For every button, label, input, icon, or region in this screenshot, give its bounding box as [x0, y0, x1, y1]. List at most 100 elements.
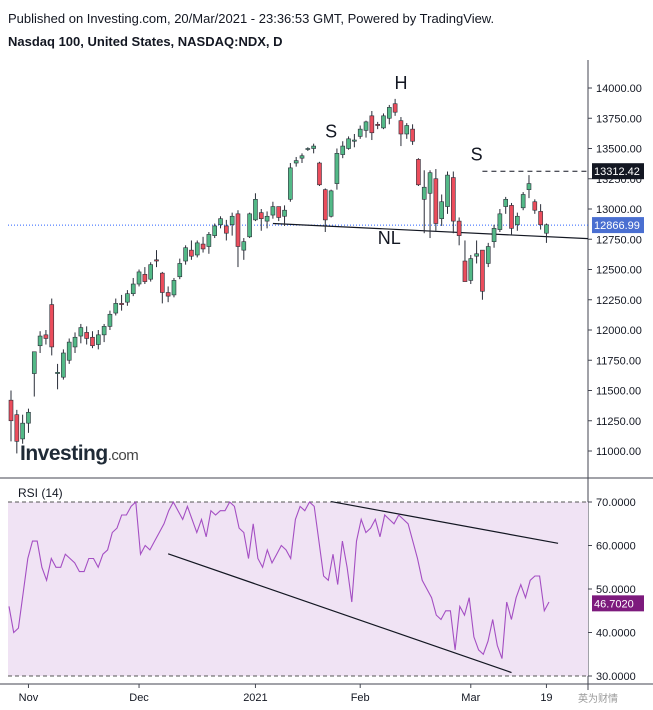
- candle-body-up: [340, 145, 346, 155]
- candle-body-up: [357, 128, 363, 137]
- rsi-series[interactable]: [8, 500, 550, 659]
- candle-body-up: [96, 334, 101, 345]
- pattern-annotations: S H S NL: [325, 73, 483, 248]
- candle-body-up: [515, 215, 520, 226]
- last-price-label-bg: [592, 217, 644, 234]
- candle: [410, 124, 415, 145]
- candle: [509, 202, 514, 235]
- candle-body-up: [148, 264, 153, 280]
- candle-body-down: [200, 243, 206, 250]
- candle: [451, 171, 456, 234]
- candle-body-up: [526, 183, 532, 190]
- price-tick-label: 13000.00: [596, 204, 642, 216]
- candle-body-down: [538, 211, 543, 226]
- logo-brand: Investing: [20, 442, 108, 465]
- candle-body-down: [532, 201, 538, 211]
- candle-body-up: [78, 327, 84, 337]
- rsi-band: [8, 501, 588, 677]
- candle: [136, 269, 142, 287]
- candle-body-up: [520, 194, 526, 209]
- candle: [282, 205, 287, 226]
- candle: [49, 298, 55, 356]
- candle: [346, 136, 351, 150]
- price-tick-label: 11000.00: [596, 446, 641, 458]
- price-candles[interactable]: [8, 98, 549, 454]
- candle: [456, 217, 462, 246]
- rsi-last-label: 46.7020: [592, 595, 644, 612]
- candle: [398, 117, 404, 147]
- candle: [90, 331, 95, 349]
- candle-body-up: [288, 167, 293, 200]
- candle: [43, 330, 49, 345]
- candle: [352, 133, 357, 148]
- candle: [439, 194, 444, 226]
- candle: [96, 330, 101, 350]
- candle: [334, 148, 340, 190]
- candle-body-down: [410, 128, 415, 142]
- candle: [515, 212, 520, 231]
- candle: [130, 277, 136, 297]
- candle-body-up: [241, 241, 247, 251]
- candle: [392, 98, 398, 116]
- candle: [485, 242, 491, 268]
- candle-body-down: [416, 159, 421, 186]
- pattern-label: S: [471, 145, 483, 165]
- candle-body-up: [61, 352, 66, 378]
- candle: [381, 113, 386, 130]
- candle-body-down: [8, 399, 14, 422]
- rsi-tick-label: 40.0000: [596, 628, 636, 640]
- candle-body-down: [165, 292, 171, 297]
- pattern-label: H: [394, 73, 407, 93]
- candle: [224, 219, 229, 241]
- candle: [20, 414, 25, 444]
- candle: [119, 294, 124, 311]
- rsi-last-label-bg: [592, 595, 644, 612]
- candle: [369, 110, 375, 141]
- rsi-trendline-2: [167, 553, 512, 674]
- candle-body-up: [328, 190, 334, 217]
- candle: [61, 349, 66, 380]
- candle: [258, 209, 264, 231]
- candle: [491, 224, 497, 248]
- candle-body-up: [125, 293, 130, 303]
- candle: [264, 211, 270, 229]
- candle: [113, 298, 119, 316]
- candle: [14, 409, 20, 454]
- candle-body-up: [247, 213, 252, 238]
- candle-body-up: [346, 138, 351, 149]
- price-tick-label: 12000.00: [596, 325, 642, 337]
- candle-body-up: [474, 253, 479, 257]
- price-tick-label: 12250.00: [596, 295, 642, 307]
- candle-body-up: [101, 326, 107, 336]
- candle-body-up: [136, 271, 142, 285]
- price-tick-label: 14000.00: [596, 83, 642, 95]
- rsi-tick-label: 60.0000: [596, 541, 636, 553]
- candle: [154, 250, 159, 268]
- candle: [200, 236, 206, 253]
- candle: [317, 161, 322, 187]
- candle: [293, 156, 299, 167]
- time-tick-label: Feb: [351, 692, 370, 704]
- candle-body-down: [90, 336, 95, 347]
- candle-body-up: [171, 280, 177, 296]
- candle: [72, 332, 78, 353]
- candle-body-up: [363, 121, 369, 131]
- candle-body-up: [130, 283, 136, 294]
- candle-body-up: [352, 139, 357, 142]
- candle: [229, 212, 235, 236]
- candle: [31, 351, 37, 397]
- price-tick-label: 11500.00: [596, 386, 641, 398]
- candle: [503, 196, 509, 214]
- investing-logo[interactable]: Investing.com: [20, 442, 139, 466]
- candle: [433, 169, 439, 231]
- candle: [474, 240, 479, 264]
- candle: [253, 193, 258, 222]
- candle: [206, 231, 212, 254]
- candle-body-down: [433, 178, 439, 224]
- candle-body-up: [386, 107, 392, 119]
- candle-body-up: [427, 172, 433, 194]
- rsi-tick-label: 30.0000: [596, 671, 636, 683]
- candle: [177, 258, 183, 280]
- resistance-label: 13312.42: [592, 163, 644, 180]
